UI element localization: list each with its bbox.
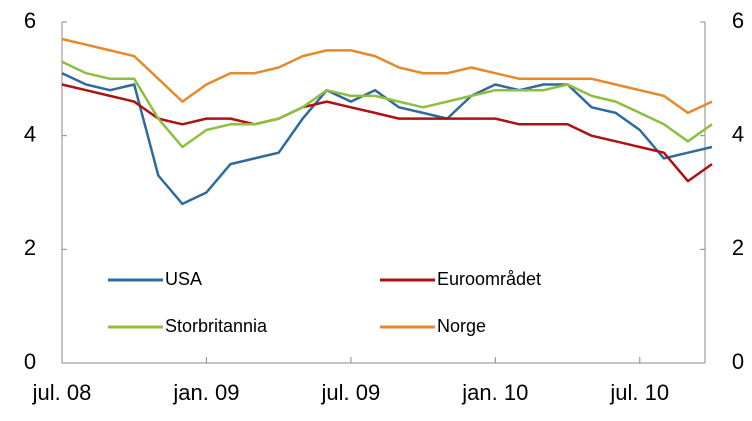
legend-label: Norge [437,316,486,336]
y2-tick-label: 2 [732,235,744,260]
y2-tick-label: 0 [732,349,744,374]
y2-tick-label: 4 [732,121,744,146]
legend-label: Euroområdet [437,269,541,289]
series-line [61,37,713,115]
x-tick-label: jul. 09 [321,380,381,405]
y-tick-label: 2 [24,235,36,260]
y-tick-label: 0 [24,349,36,374]
legend-label: USA [165,269,202,289]
y-tick-label: 6 [24,8,36,33]
series-line [61,72,713,206]
x-tick-label: jul. 08 [32,380,92,405]
legend-label: Storbritannia [165,316,268,336]
x-tick-label: jul. 10 [609,380,669,405]
x-tick-label: jan. 10 [461,380,528,405]
y-tick-label: 4 [24,121,36,146]
x-tick-label: jan. 09 [172,380,239,405]
series-line [61,83,713,183]
y2-tick-label: 6 [732,8,744,33]
series-line [61,60,713,149]
